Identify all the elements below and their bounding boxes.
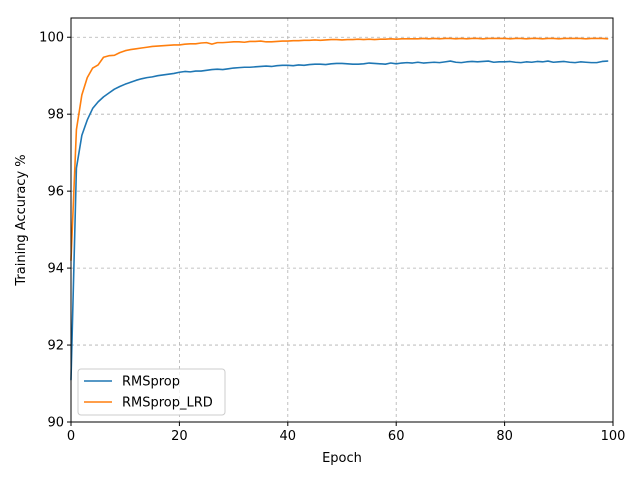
y-tick-label: 98 (47, 108, 64, 123)
x-tick-label: 80 (496, 429, 513, 444)
y-tick-label: 100 (39, 31, 64, 46)
y-tick-label: 90 (47, 416, 64, 431)
y-tick-label: 92 (47, 339, 64, 354)
x-axis-ticks: 0 20 40 60 80 100 (67, 422, 626, 444)
legend[interactable]: RMSprop RMSprop_LRD (77, 368, 226, 416)
grid (70, 18, 614, 423)
x-tick-label: 20 (171, 429, 188, 444)
x-tick-label: 40 (280, 429, 297, 444)
legend-label-rmsprop-lrd: RMSprop_LRD (122, 396, 213, 411)
legend-frame (77, 368, 226, 416)
x-tick-label: 0 (67, 429, 75, 444)
x-tick-label: 100 (601, 429, 626, 444)
series-group (70, 37, 609, 381)
series-line-rmsprop-lrd (70, 37, 609, 262)
y-axis-title: Training Accuracy % (14, 154, 29, 286)
series-line-rmsprop (70, 60, 609, 381)
y-axis-ticks: 90 92 94 96 98 100 (39, 31, 71, 431)
x-axis-title: Epoch (322, 451, 362, 466)
legend-label-rmsprop: RMSprop (122, 375, 180, 390)
x-tick-label: 60 (388, 429, 405, 444)
y-tick-label: 96 (47, 185, 64, 200)
plot-area-border (70, 17, 614, 423)
y-tick-label: 94 (47, 262, 64, 277)
